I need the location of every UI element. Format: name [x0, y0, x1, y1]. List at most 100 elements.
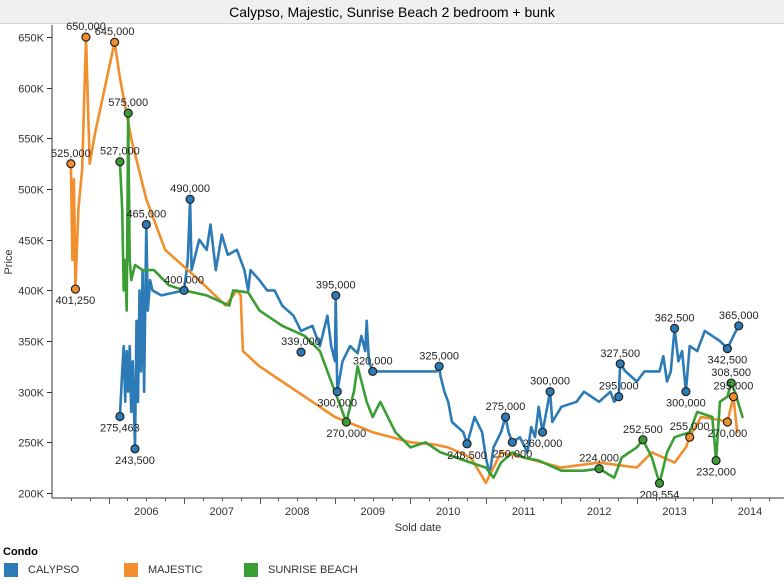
- data-point-sunrise-beach[interactable]: [726, 378, 736, 388]
- legend-item-calypso[interactable]: CALYPSO: [4, 563, 79, 577]
- x-tick-label: 2007: [210, 506, 234, 518]
- data-label-calypso: 260,000: [523, 438, 563, 450]
- data-point-calypso[interactable]: [462, 439, 472, 449]
- x-axis-title: Sold date: [395, 522, 441, 534]
- data-label-calypso: 362,500: [655, 312, 695, 324]
- data-point-majestic[interactable]: [685, 432, 695, 442]
- x-tick-label: 2010: [436, 506, 460, 518]
- data-point-sunrise-beach[interactable]: [638, 435, 648, 445]
- data-label-majestic: 650,000: [66, 21, 106, 33]
- data-point-majestic[interactable]: [722, 417, 733, 427]
- legend-swatch-sunrise-beach: [244, 563, 258, 577]
- data-label-majestic: 295,000: [714, 381, 754, 393]
- x-tick-label: 2013: [662, 506, 686, 518]
- data-label-calypso: 395,000: [316, 279, 356, 291]
- legend-label-majestic: MAJESTIC: [148, 564, 203, 576]
- data-label-majestic: 645,000: [95, 26, 135, 38]
- data-point-majestic[interactable]: [110, 37, 120, 47]
- data-label-calypso: 327,500: [600, 348, 640, 360]
- data-label-calypso: 300,000: [317, 398, 357, 410]
- data-point-calypso[interactable]: [331, 290, 341, 301]
- data-label-sunrise-beach: 270,000: [326, 428, 366, 440]
- data-point-calypso[interactable]: [545, 387, 555, 397]
- y-tick-label: 200K: [18, 489, 44, 501]
- x-tick-label: 2011: [512, 506, 536, 518]
- data-point-calypso[interactable]: [332, 387, 342, 397]
- data-label-sunrise-beach: 308,500: [711, 367, 751, 379]
- data-point-calypso[interactable]: [185, 194, 195, 204]
- data-point-calypso[interactable]: [434, 361, 444, 371]
- chart-axes: 200K 250K 300K 350K 400K 450K 500K 550K 600K 650K…: [3, 25, 784, 534]
- y-tick-label: 400K: [18, 286, 44, 298]
- legend-label-calypso: CALYPSO: [28, 564, 80, 576]
- series-line-sunrise-beach: [118, 111, 744, 485]
- data-point-calypso[interactable]: [537, 427, 548, 437]
- x-tick-label: 2006: [134, 506, 158, 518]
- data-point-majestic[interactable]: [66, 159, 76, 169]
- chart-series-lines: [69, 35, 744, 485]
- data-label-sunrise-beach: 224,000: [579, 453, 619, 465]
- data-point-calypso[interactable]: [734, 321, 744, 331]
- data-label-calypso: 320,000: [353, 355, 393, 367]
- series-line-majestic: [69, 35, 739, 485]
- chart-data-labels: 275,463 243,500 465,000 400,000 490,000 339,0…: [51, 21, 759, 501]
- data-point-calypso[interactable]: [115, 411, 125, 422]
- y-tick-label: 600K: [18, 84, 44, 96]
- data-label-sunrise-beach: 527,000: [100, 146, 140, 158]
- data-point-majestic[interactable]: [728, 392, 739, 402]
- data-point-calypso[interactable]: [669, 323, 680, 333]
- data-point-calypso[interactable]: [722, 344, 733, 354]
- y-tick-label: 350K: [18, 337, 44, 349]
- data-point-calypso[interactable]: [179, 285, 189, 295]
- data-point-sunrise-beach[interactable]: [654, 478, 665, 488]
- data-label-calypso: 490,000: [170, 183, 210, 195]
- data-point-calypso[interactable]: [500, 412, 511, 422]
- data-label-calypso: 250,000: [492, 448, 532, 460]
- data-label-calypso: 295,000: [599, 381, 639, 393]
- data-point-sunrise-beach[interactable]: [711, 455, 721, 466]
- data-point-sunrise-beach[interactable]: [594, 464, 604, 474]
- chart-marked-points[interactable]: [66, 32, 744, 488]
- data-label-majestic: 401,250: [56, 295, 96, 307]
- legend-item-sunrise-beach[interactable]: SUNRISE BEACH: [244, 563, 358, 577]
- data-point-calypso[interactable]: [615, 359, 625, 369]
- data-label-calypso: 342,500: [708, 355, 748, 367]
- data-label-sunrise-beach: 232,000: [696, 467, 736, 479]
- data-label-sunrise-beach: 575,000: [108, 97, 148, 109]
- data-point-calypso[interactable]: [368, 366, 378, 376]
- legend-swatch-calypso: [4, 563, 18, 577]
- data-point-calypso[interactable]: [141, 219, 151, 230]
- data-label-calypso: 300,000: [530, 376, 570, 388]
- data-point-sunrise-beach[interactable]: [123, 108, 133, 118]
- data-label-calypso: 365,000: [719, 310, 759, 322]
- x-tick-label: 2012: [587, 506, 611, 518]
- data-point-majestic[interactable]: [70, 284, 80, 294]
- data-label-sunrise-beach: 209,554: [640, 489, 680, 501]
- data-label-majestic: 270,000: [708, 428, 748, 440]
- data-point-sunrise-beach[interactable]: [115, 157, 125, 167]
- data-point-calypso[interactable]: [614, 392, 624, 402]
- legend-label-sunrise-beach: SUNRISE BEACH: [268, 564, 358, 576]
- data-label-calypso: 400,000: [164, 274, 204, 286]
- data-point-calypso[interactable]: [296, 347, 306, 357]
- data-label-calypso: 275,463: [100, 423, 140, 435]
- y-tick-label: 250K: [18, 438, 44, 450]
- data-label-calypso: 248,500: [447, 450, 487, 462]
- data-label-sunrise-beach: 252,500: [623, 424, 663, 436]
- data-label-majestic: 255,000: [670, 421, 710, 433]
- data-label-calypso: 243,500: [115, 455, 155, 467]
- x-tick-label: 2008: [285, 506, 309, 518]
- data-point-majestic[interactable]: [81, 32, 91, 42]
- data-point-sunrise-beach[interactable]: [341, 417, 351, 427]
- data-point-calypso[interactable]: [507, 437, 517, 447]
- data-label-calypso: 275,000: [486, 401, 526, 413]
- legend-swatch-majestic: [124, 563, 138, 577]
- data-label-calypso: 300,000: [666, 398, 706, 410]
- y-tick-label: 550K: [18, 134, 44, 146]
- y-tick-label: 650K: [18, 33, 44, 45]
- data-point-calypso[interactable]: [130, 444, 140, 454]
- legend-item-majestic[interactable]: MAJESTIC: [124, 563, 202, 577]
- data-point-calypso[interactable]: [681, 387, 691, 397]
- data-label-calypso: 325,000: [419, 350, 459, 362]
